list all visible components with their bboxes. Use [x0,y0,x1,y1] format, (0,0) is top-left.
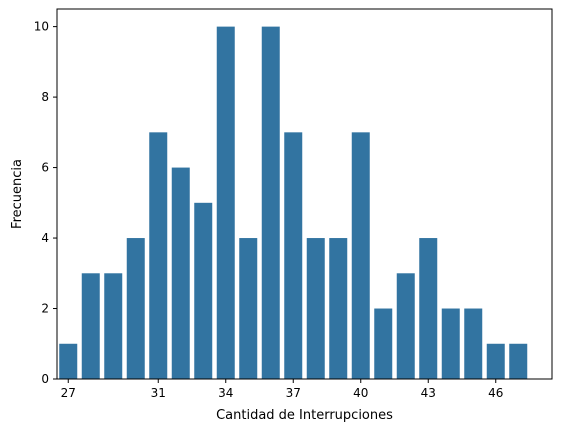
bar-45 [464,308,483,379]
x-tick-label: 40 [353,386,368,400]
bar-27 [59,343,78,379]
y-tick-label: 2 [41,302,49,316]
x-axis-ticks: 27 31 34 37 40 43 46 [61,379,503,400]
bar-36 [261,26,280,379]
bar-31 [149,132,168,379]
plot-frame [56,8,553,380]
bar-33 [194,202,213,379]
bar-47 [509,343,528,379]
y-tick-label: 8 [41,90,49,104]
x-tick-label: 43 [421,386,436,400]
bar-28 [81,273,100,379]
bar-35 [239,238,258,379]
x-tick-label: 27 [61,386,76,400]
bar-34 [216,26,235,379]
bar-37 [284,132,303,379]
bar-30 [126,238,145,379]
bars-group [59,26,528,379]
y-axis-label: Frecuencia [10,159,25,229]
x-tick-label: 46 [488,386,503,400]
bar-43 [419,238,438,379]
bar-40 [351,132,370,379]
bar-32 [171,167,190,379]
bar-39 [329,238,348,379]
x-tick-label: 34 [218,386,233,400]
y-tick-label: 6 [41,161,49,175]
bar-42 [396,273,415,379]
bar-38 [306,238,325,379]
y-tick-label: 4 [41,231,49,245]
x-tick-label: 31 [151,386,166,400]
y-axis-ticks: 0 2 4 6 8 10 [34,20,57,386]
x-axis-label: Cantidad de Interrupciones [216,408,393,423]
y-tick-label: 10 [34,20,49,34]
bar-46 [486,343,505,379]
bar-29 [104,273,123,379]
y-tick-label: 0 [41,372,49,386]
x-tick-label: 37 [286,386,301,400]
bar-41 [374,308,393,379]
bar-44 [441,308,460,379]
